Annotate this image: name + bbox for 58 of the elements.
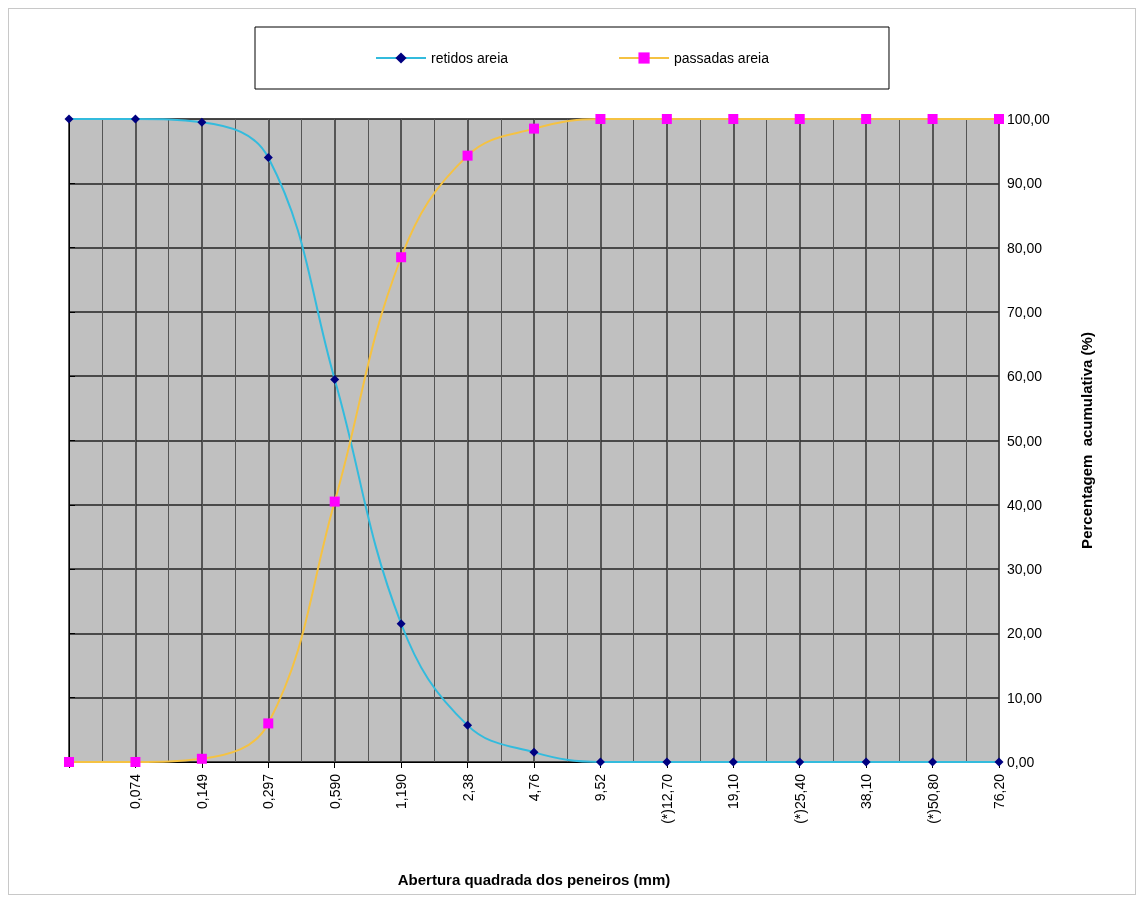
y-tick-label: 60,00 [1007, 368, 1043, 385]
point [130, 114, 140, 124]
point [928, 757, 938, 767]
point [728, 757, 738, 767]
point [396, 252, 407, 263]
y-tick-label: 80,00 [1007, 239, 1043, 256]
point [795, 757, 805, 767]
x-tick-label: 1,190 [393, 773, 410, 810]
y-axis-title: Percentagem acumulativa (%) [1078, 332, 1095, 549]
point [529, 123, 539, 134]
y-tick-label: 20,00 [1007, 625, 1043, 642]
x-tick-label: 9,52 [592, 773, 609, 802]
y-tick-label: 50,00 [1007, 432, 1043, 449]
point [196, 753, 207, 764]
x-axis-title: Abertura quadrada dos peneiros (mm) [397, 871, 671, 888]
legend-label: retidos areia [431, 50, 509, 66]
point [529, 747, 539, 757]
y-tick-label: 70,00 [1007, 303, 1043, 320]
point [861, 114, 872, 124]
legend-label: passadas areia [674, 50, 770, 66]
x-tick-label: 38,10 [858, 773, 875, 810]
y-tick-label: 90,00 [1007, 175, 1043, 192]
x-tick-label: (*)50,80 [924, 773, 941, 824]
y-tick-label: 0,00 [1007, 754, 1035, 770]
y-tick-label: 40,00 [1007, 496, 1043, 513]
point [330, 374, 340, 384]
point [463, 720, 473, 730]
point [396, 619, 406, 629]
point [64, 114, 74, 124]
x-tick-label: 0,149 [193, 773, 210, 810]
point [927, 114, 938, 124]
x-tick-label: 2,38 [459, 773, 476, 802]
point [794, 114, 805, 124]
x-tick-label: (*)12,70 [658, 773, 675, 824]
point [994, 114, 1004, 124]
point [462, 150, 473, 161]
x-tick-label: 19,10 [725, 773, 742, 810]
y-tick-label: 10,00 [1007, 689, 1043, 706]
x-tick-label: 4,76 [526, 773, 542, 802]
x-tick-label: 76,20 [991, 773, 1007, 810]
point [263, 718, 274, 729]
point [861, 757, 871, 767]
point [595, 757, 605, 767]
point [197, 117, 207, 127]
point [329, 496, 340, 507]
y-tick-label: 100,00 [1007, 111, 1051, 127]
point [728, 114, 739, 124]
x-tick-label: (*)25,40 [791, 773, 808, 824]
point [64, 757, 74, 767]
point [595, 114, 606, 124]
x-tick-label: 0,074 [127, 773, 144, 810]
point [130, 757, 141, 767]
point [662, 757, 672, 767]
x-tick-label: 0,590 [326, 773, 343, 810]
point [661, 114, 672, 124]
y-tick-label: 30,00 [1007, 561, 1043, 578]
x-tick-label: 0,297 [260, 773, 277, 810]
point [263, 153, 273, 163]
